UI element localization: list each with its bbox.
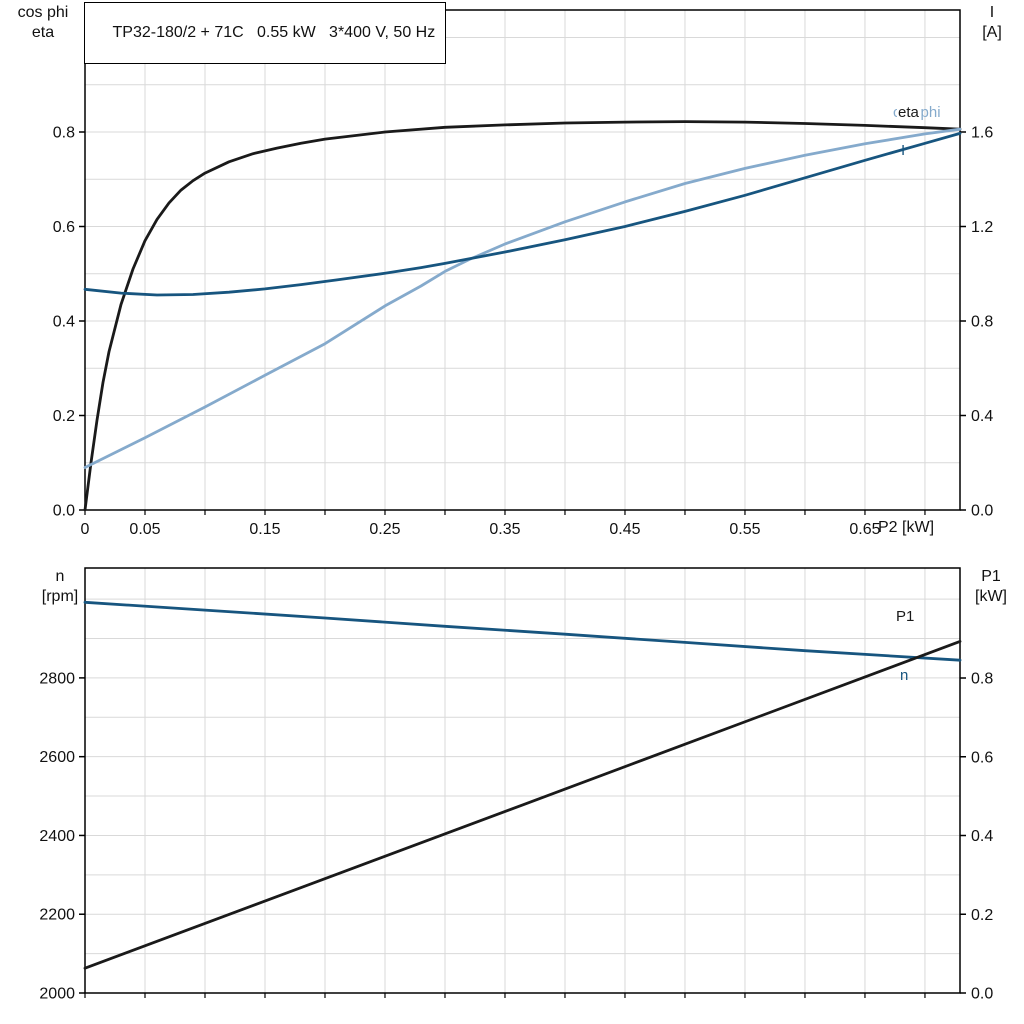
y-left-tick-label: 2800 <box>39 670 75 687</box>
y-left-tick-label: 0.0 <box>53 503 75 520</box>
y-left-tick-label: 2400 <box>39 828 75 845</box>
y-right-tick-label: 0.0 <box>971 986 993 1003</box>
y-right-tick-label: 0.6 <box>971 749 993 766</box>
y-left-tick-label: 0.2 <box>53 408 75 425</box>
curve-label-speed: n <box>900 667 909 684</box>
x-tick-label: 0.25 <box>369 521 400 538</box>
y-left-tick-label: 2000 <box>39 986 75 1003</box>
y-left-tick-label: 0.4 <box>53 313 75 330</box>
y-right-tick-label: 0.2 <box>971 907 993 924</box>
y-right-tick-label: 0.4 <box>971 408 993 425</box>
y-left-tick-label: 0.8 <box>53 124 75 141</box>
series-curve-cos-phi <box>83 127 962 469</box>
axis-title-p1: P1 <box>981 568 1001 585</box>
y-right-tick-label: 1.6 <box>971 124 993 141</box>
x-tick-label: 0 <box>81 521 90 538</box>
series-curve-P1 <box>83 640 962 970</box>
axis-title-cos-phi: cos phi <box>17 4 69 21</box>
x-axis-title: P2 [kW] <box>878 519 935 536</box>
x-tick-label: 0.55 <box>729 521 760 538</box>
bottom-left-axis-title: n [rpm] <box>28 567 92 607</box>
axis-title-speed-unit: [rpm] <box>41 588 79 605</box>
x-tick-label: 0.15 <box>249 521 280 538</box>
y-right-tick-label: 0.8 <box>971 671 993 688</box>
axis-title-speed: n <box>55 568 65 585</box>
x-tick-label: 0.05 <box>129 521 160 538</box>
x-tick-label: 0.35 <box>489 521 520 538</box>
x-tick-label: 0.45 <box>609 521 640 538</box>
axis-title-eta: eta <box>31 24 55 41</box>
y-right-tick-label: 1.2 <box>971 219 993 236</box>
y-left-tick-label: 2200 <box>39 907 75 924</box>
chart-title-box: TP32-180/2 + 71C 0.55 kW 3*400 V, 50 Hz <box>84 2 447 64</box>
plot-border <box>84 9 961 511</box>
y-left-tick-label: 2600 <box>39 749 75 766</box>
y-right-tick-label: 0.0 <box>971 503 993 520</box>
series-curve-n <box>83 600 962 662</box>
axis-title-current-unit: [A] <box>982 24 1002 41</box>
curve-label-p1: P1 <box>896 608 915 625</box>
top-left-axis-title: cos phi eta <box>6 3 80 43</box>
plot-border <box>84 567 961 994</box>
top-right-axis-title: I [A] <box>966 3 1018 43</box>
axis-title-p1-unit: [kW] <box>975 588 1007 605</box>
bottom-right-axis-title: P1 [kW] <box>962 567 1020 607</box>
series-curve-I <box>83 132 962 297</box>
y-left-tick-label: 0.6 <box>53 219 75 236</box>
series-curve-eta <box>83 120 962 512</box>
x-tick-label: 0.65 <box>849 521 880 538</box>
axis-title-current: I <box>989 4 995 21</box>
chart-title: TP32-180/2 + 71C 0.55 kW 3*400 V, 50 Hz <box>112 24 436 41</box>
curve-label-current: I <box>901 142 906 159</box>
curve-label-eta: eta <box>897 104 920 121</box>
y-right-tick-label: 0.8 <box>971 313 993 330</box>
y-right-tick-label: 0.4 <box>971 828 993 845</box>
